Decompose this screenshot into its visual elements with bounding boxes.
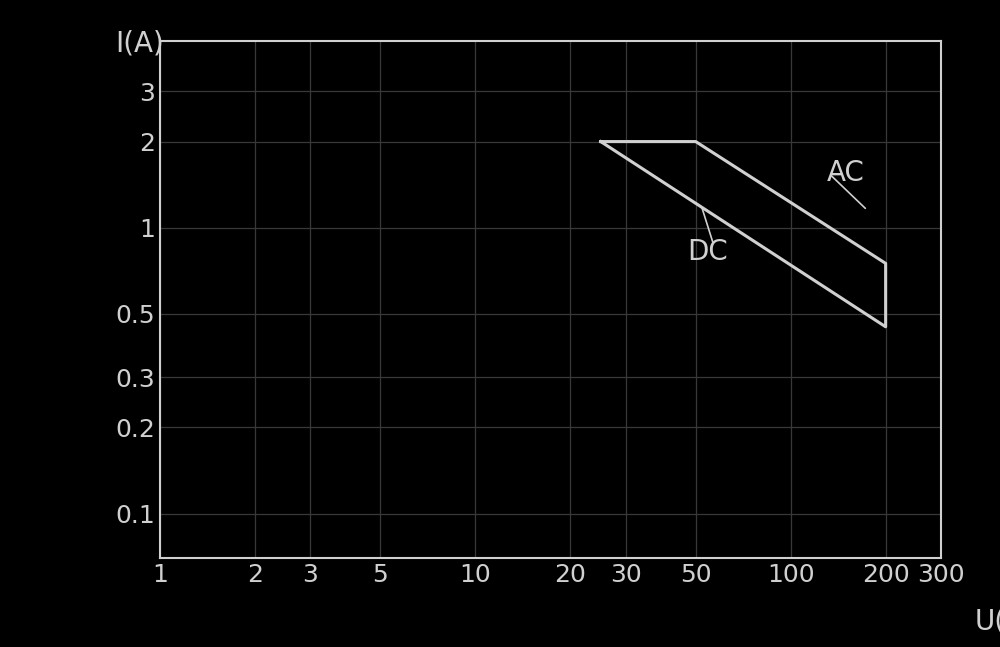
Text: I(A): I(A)	[115, 29, 164, 57]
Text: DC: DC	[687, 238, 728, 267]
Text: AC: AC	[827, 159, 864, 187]
Text: U(V): U(V)	[975, 607, 1000, 635]
